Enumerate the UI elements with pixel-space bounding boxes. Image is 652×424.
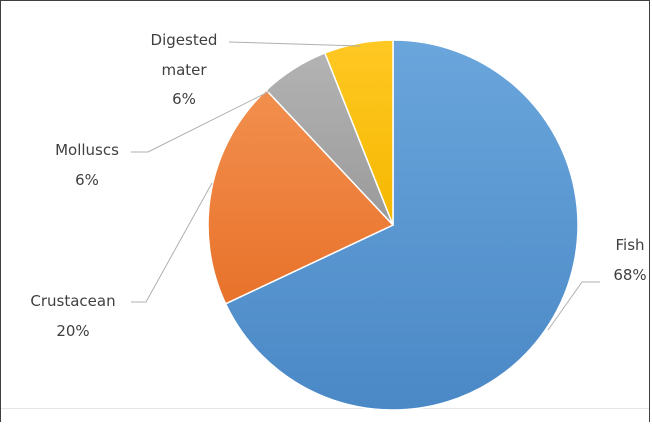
pie-slices — [207, 39, 579, 411]
pie-slice-fish — [224, 39, 579, 411]
leader-line-fish — [547, 281, 600, 331]
pie-slice-digested-mater — [323, 39, 394, 226]
leader-line-crustacean — [131, 182, 213, 303]
data-label-digested-mater-name-word1: Digested — [151, 31, 218, 49]
data-label-digested-mater-name-word2: mater — [161, 61, 207, 79]
data-label-digested-mater-name-line1: Digested — [151, 31, 218, 49]
data-labels: Fish 68% Crustacean 20% Molluscs 6% Dige… — [30, 31, 646, 340]
data-label-fish-value: 68% — [613, 266, 646, 284]
data-label-molluscs-value: 6% — [75, 171, 99, 189]
data-label-molluscs-name: Molluscs — [55, 141, 119, 159]
leader-line-digested-mater — [228, 41, 361, 47]
pie-slice-crustacean — [207, 89, 395, 305]
chart-bottom-strip — [1, 408, 649, 423]
data-label-digested-mater-name-line2: mater — [161, 61, 207, 79]
data-label-crustacean-value: 20% — [56, 322, 89, 340]
data-label-digested-mater-value: 6% — [172, 90, 196, 108]
data-label-fish-name: Fish — [615, 236, 644, 254]
leader-line-molluscs — [131, 89, 273, 153]
data-label-crustacean-name: Crustacean — [30, 292, 115, 310]
leader-lines — [131, 41, 600, 331]
